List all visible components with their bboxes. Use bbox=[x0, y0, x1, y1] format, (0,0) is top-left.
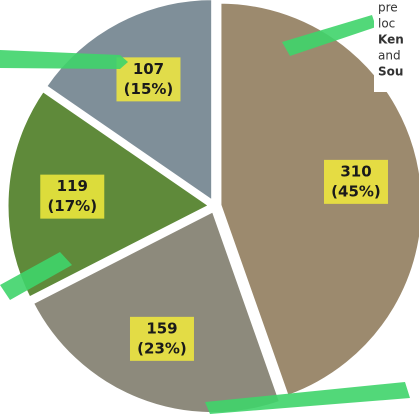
percent-label: (23%) bbox=[137, 339, 187, 357]
side-text-line: and bbox=[378, 49, 401, 63]
pie bbox=[5, 0, 419, 414]
side-text-line: pre bbox=[378, 1, 398, 15]
value-label: 159 bbox=[146, 319, 177, 337]
arrow bbox=[282, 15, 376, 56]
side-text-line: Ken bbox=[378, 33, 404, 47]
label-box bbox=[40, 174, 105, 219]
percent-label: (15%) bbox=[124, 80, 174, 98]
pie-slice bbox=[218, 0, 419, 399]
arrow bbox=[205, 382, 410, 414]
side-text-line: loc bbox=[378, 17, 395, 31]
value-label: 119 bbox=[57, 177, 88, 195]
arrow bbox=[0, 252, 72, 300]
label-box bbox=[323, 159, 388, 204]
labels: 310 (45%) 159 (23%) 119 (17%) 107 (15%) bbox=[40, 57, 388, 361]
label-box bbox=[129, 316, 194, 361]
side-panel bbox=[374, 0, 419, 92]
arrow bbox=[0, 50, 128, 69]
percent-label: (45%) bbox=[331, 182, 381, 200]
value-label: 107 bbox=[133, 60, 164, 78]
arrows bbox=[0, 15, 410, 414]
value-label: 310 bbox=[340, 162, 371, 180]
side-text-line: Sou bbox=[378, 65, 403, 79]
label-box bbox=[116, 57, 181, 102]
percent-label: (17%) bbox=[47, 197, 97, 215]
side-text: pre loc Ken and Sou bbox=[374, 0, 419, 92]
